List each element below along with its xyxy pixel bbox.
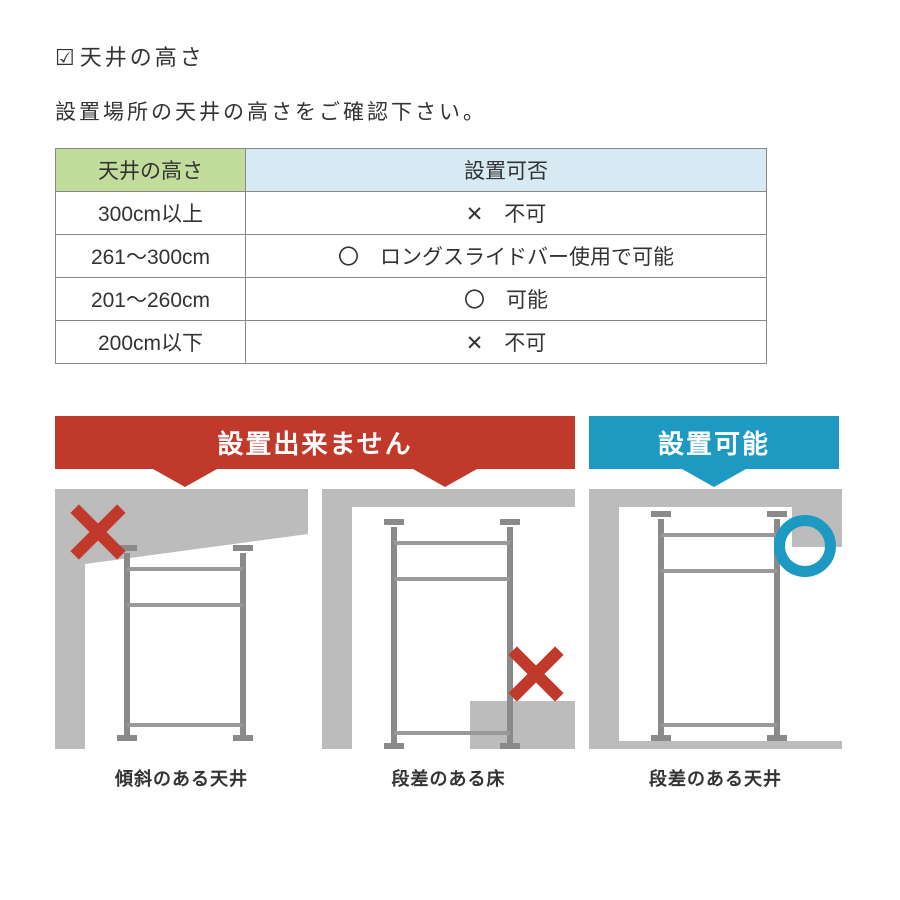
banner-cannot-install: 設置出来ません	[55, 416, 575, 469]
cell-height: 300cm以上	[56, 192, 246, 235]
rack-icon	[377, 517, 527, 749]
arrows-row	[55, 469, 845, 487]
x-mark-icon	[69, 503, 127, 561]
arrow-group-red	[55, 469, 575, 487]
panel-slanted-ceiling: 傾斜のある天井	[55, 489, 308, 791]
panel-caption: 傾斜のある天井	[55, 765, 308, 791]
rack-icon	[644, 509, 794, 741]
cell-status: 〇 可能	[246, 278, 767, 321]
table-row: 201～260cm 〇 可能	[56, 278, 767, 321]
banner-can-install: 設置可能	[589, 416, 839, 469]
checkbox-icon: ☑	[55, 45, 78, 70]
cell-height: 261～300cm	[56, 235, 246, 278]
rack-icon	[110, 543, 260, 741]
panel-caption: 段差のある床	[322, 765, 575, 791]
circle-mark-icon	[774, 515, 836, 577]
arrow-down-icon	[682, 469, 746, 487]
table-row: 200cm以下 ✕ 不可	[56, 321, 767, 364]
cell-status: ✕ 不可	[246, 192, 767, 235]
diagram-scene	[55, 489, 308, 749]
cell-status: ✕ 不可	[246, 321, 767, 364]
section-heading: ☑天井の高さ	[55, 40, 845, 72]
table-row: 261～300cm 〇 ロングスライドバー使用で可能	[56, 235, 767, 278]
table-row: 300cm以上 ✕ 不可	[56, 192, 767, 235]
banner-row: 設置出来ません 設置可能	[55, 416, 845, 469]
ceiling-height-table: 天井の高さ 設置可否 300cm以上 ✕ 不可 261～300cm 〇 ロングス…	[55, 148, 767, 364]
diagram-scene	[322, 489, 575, 749]
heading-text: 天井の高さ	[80, 45, 205, 70]
x-mark-icon	[507, 645, 565, 703]
panel-stepped-ceiling: 段差のある天井	[589, 489, 842, 791]
panel-caption: 段差のある天井	[589, 765, 842, 791]
cell-height: 200cm以下	[56, 321, 246, 364]
table-header-row: 天井の高さ 設置可否	[56, 149, 767, 192]
table-header-status: 設置可否	[246, 149, 767, 192]
diagram-panels: 傾斜のある天井 段差のある床 段	[55, 489, 845, 791]
arrow-group-blue	[589, 469, 839, 487]
table-header-height: 天井の高さ	[56, 149, 246, 192]
diagram-scene	[589, 489, 842, 749]
panel-stepped-floor: 段差のある床	[322, 489, 575, 791]
cell-height: 201～260cm	[56, 278, 246, 321]
cell-status: 〇 ロングスライドバー使用で可能	[246, 235, 767, 278]
arrow-down-icon	[153, 469, 217, 487]
subheading: 設置場所の天井の高さをご確認下さい。	[55, 96, 845, 126]
arrow-down-icon	[413, 469, 477, 487]
